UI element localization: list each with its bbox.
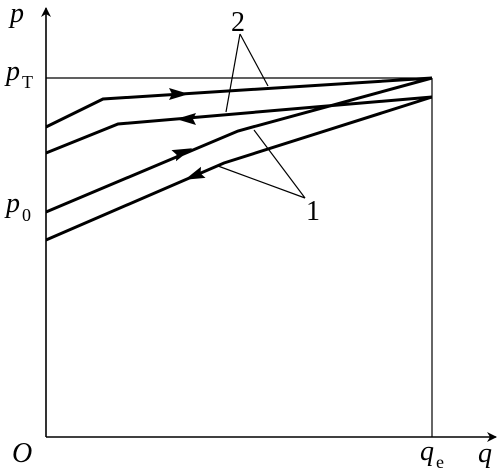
arrow-left-curve-2-desorption xyxy=(176,113,196,125)
leader-1-to-upper xyxy=(253,129,306,199)
curve-2-adsorption xyxy=(45,76,433,129)
p0-label-subscript: 0 xyxy=(22,205,31,225)
pT-label-main: p xyxy=(4,56,20,87)
arrow-left-curve-1-desorption xyxy=(184,166,206,180)
arrow-right-curve-2-adsorption xyxy=(169,88,189,100)
leader-2-to-lower xyxy=(225,33,241,113)
pT-label: p T xyxy=(4,56,33,92)
leader-2-to-upper xyxy=(239,33,269,87)
leader-1-to-lower xyxy=(217,165,306,199)
curve-label-1: 1 xyxy=(306,196,320,227)
qe-label-subscript: e xyxy=(436,452,444,472)
curve-2-desorption xyxy=(45,95,433,155)
qe-label: q e xyxy=(420,436,444,472)
qe-label-main: q xyxy=(420,436,434,467)
curve-label-2: 2 xyxy=(231,7,245,38)
x-axis-label: q xyxy=(478,438,492,469)
p0-label-main: p xyxy=(4,188,20,219)
y-axis-label: p xyxy=(8,0,24,29)
p0-label: p 0 xyxy=(4,188,31,225)
curve-1-desorption xyxy=(45,95,433,242)
curve-1-adsorption xyxy=(45,76,433,214)
arrow-right-curve-1-adsorption xyxy=(171,148,193,162)
pT-label-subscript: T xyxy=(22,72,33,92)
origin-label: O xyxy=(12,438,32,469)
